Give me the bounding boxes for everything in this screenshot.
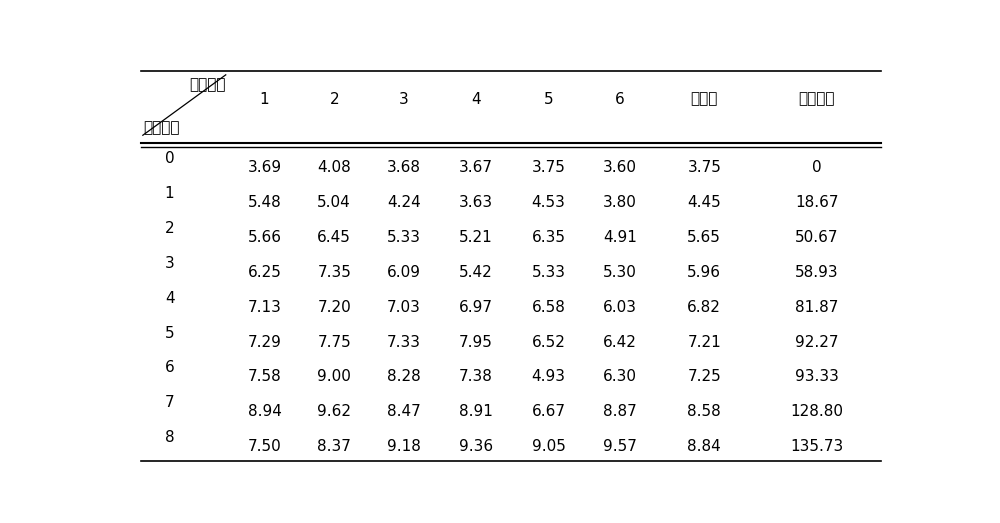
- Text: 5.42: 5.42: [459, 265, 493, 280]
- Text: 0: 0: [165, 151, 174, 166]
- Text: 1: 1: [165, 186, 174, 201]
- Text: 3.75: 3.75: [532, 160, 565, 175]
- Text: 5.33: 5.33: [532, 265, 566, 280]
- Text: 增加比率: 增加比率: [798, 92, 835, 107]
- Text: 7.95: 7.95: [459, 335, 493, 349]
- Text: 6.45: 6.45: [317, 230, 351, 245]
- Text: 8.91: 8.91: [459, 404, 493, 419]
- Text: 5.48: 5.48: [248, 195, 281, 210]
- Text: 5.96: 5.96: [687, 265, 721, 280]
- Text: 7.03: 7.03: [387, 300, 421, 315]
- Text: 7: 7: [165, 395, 174, 411]
- Text: 4.91: 4.91: [603, 230, 637, 245]
- Text: 92.27: 92.27: [795, 335, 838, 349]
- Text: 8.58: 8.58: [687, 404, 721, 419]
- Text: 4: 4: [165, 291, 174, 305]
- Text: 小鼠编号: 小鼠编号: [189, 77, 226, 92]
- Text: 5.66: 5.66: [248, 230, 282, 245]
- Text: 4.08: 4.08: [317, 160, 351, 175]
- Text: 8.87: 8.87: [603, 404, 637, 419]
- Text: 81.87: 81.87: [795, 300, 838, 315]
- Text: 8.94: 8.94: [248, 404, 281, 419]
- Text: 9.62: 9.62: [317, 404, 351, 419]
- Text: 6.97: 6.97: [459, 300, 493, 315]
- Text: 7.58: 7.58: [248, 369, 281, 384]
- Text: 8.84: 8.84: [687, 439, 721, 454]
- Text: 5.33: 5.33: [387, 230, 421, 245]
- Text: 6.30: 6.30: [603, 369, 637, 384]
- Text: 6.09: 6.09: [387, 265, 421, 280]
- Text: 4.93: 4.93: [532, 369, 566, 384]
- Text: 9.18: 9.18: [387, 439, 421, 454]
- Text: 6: 6: [615, 92, 625, 107]
- Text: 7.50: 7.50: [248, 439, 281, 454]
- Text: 6.82: 6.82: [687, 300, 721, 315]
- Text: 7.25: 7.25: [687, 369, 721, 384]
- Text: 6.25: 6.25: [248, 265, 281, 280]
- Text: 3: 3: [399, 92, 409, 107]
- Text: 7.21: 7.21: [687, 335, 721, 349]
- Text: 5: 5: [165, 325, 174, 340]
- Text: 4: 4: [471, 92, 480, 107]
- Text: 1: 1: [260, 92, 269, 107]
- Text: 9.36: 9.36: [459, 439, 493, 454]
- Text: 3.67: 3.67: [459, 160, 493, 175]
- Text: 6.67: 6.67: [532, 404, 566, 419]
- Text: 3.68: 3.68: [387, 160, 421, 175]
- Text: 5.65: 5.65: [687, 230, 721, 245]
- Text: 8.37: 8.37: [317, 439, 351, 454]
- Text: 5: 5: [544, 92, 553, 107]
- Text: 4.53: 4.53: [532, 195, 565, 210]
- Text: 3: 3: [165, 256, 174, 271]
- Text: 2: 2: [329, 92, 339, 107]
- Text: 8.28: 8.28: [387, 369, 421, 384]
- Text: 5.30: 5.30: [603, 265, 637, 280]
- Text: 7.20: 7.20: [317, 300, 351, 315]
- Text: 6.58: 6.58: [532, 300, 565, 315]
- Text: 135.73: 135.73: [790, 439, 843, 454]
- Text: 3.63: 3.63: [459, 195, 493, 210]
- Text: 4.45: 4.45: [687, 195, 721, 210]
- Text: 6: 6: [165, 360, 174, 376]
- Text: 0: 0: [812, 160, 822, 175]
- Text: 3.75: 3.75: [687, 160, 721, 175]
- Text: 18.67: 18.67: [795, 195, 838, 210]
- Text: 9.05: 9.05: [532, 439, 565, 454]
- Text: 9.00: 9.00: [317, 369, 351, 384]
- Text: 3.80: 3.80: [603, 195, 637, 210]
- Text: 58.93: 58.93: [795, 265, 838, 280]
- Text: 6.35: 6.35: [532, 230, 566, 245]
- Text: 93.33: 93.33: [795, 369, 839, 384]
- Text: 5.21: 5.21: [459, 230, 493, 245]
- Text: 8: 8: [165, 430, 174, 445]
- Text: 给铁周数: 给铁周数: [144, 120, 180, 135]
- Text: 3.60: 3.60: [603, 160, 637, 175]
- Text: 7.33: 7.33: [387, 335, 421, 349]
- Text: 7.75: 7.75: [317, 335, 351, 349]
- Text: 9.57: 9.57: [603, 439, 637, 454]
- Text: 8.47: 8.47: [387, 404, 421, 419]
- Text: 6.03: 6.03: [603, 300, 637, 315]
- Text: 4.24: 4.24: [387, 195, 421, 210]
- Text: 7.38: 7.38: [459, 369, 493, 384]
- Text: 2: 2: [165, 221, 174, 236]
- Text: 3.69: 3.69: [247, 160, 282, 175]
- Text: 平均值: 平均值: [691, 92, 718, 107]
- Text: 7.35: 7.35: [317, 265, 351, 280]
- Text: 6.52: 6.52: [532, 335, 565, 349]
- Text: 5.04: 5.04: [317, 195, 351, 210]
- Text: 7.13: 7.13: [248, 300, 281, 315]
- Text: 7.29: 7.29: [248, 335, 281, 349]
- Text: 128.80: 128.80: [790, 404, 843, 419]
- Text: 6.42: 6.42: [603, 335, 637, 349]
- Text: 50.67: 50.67: [795, 230, 838, 245]
